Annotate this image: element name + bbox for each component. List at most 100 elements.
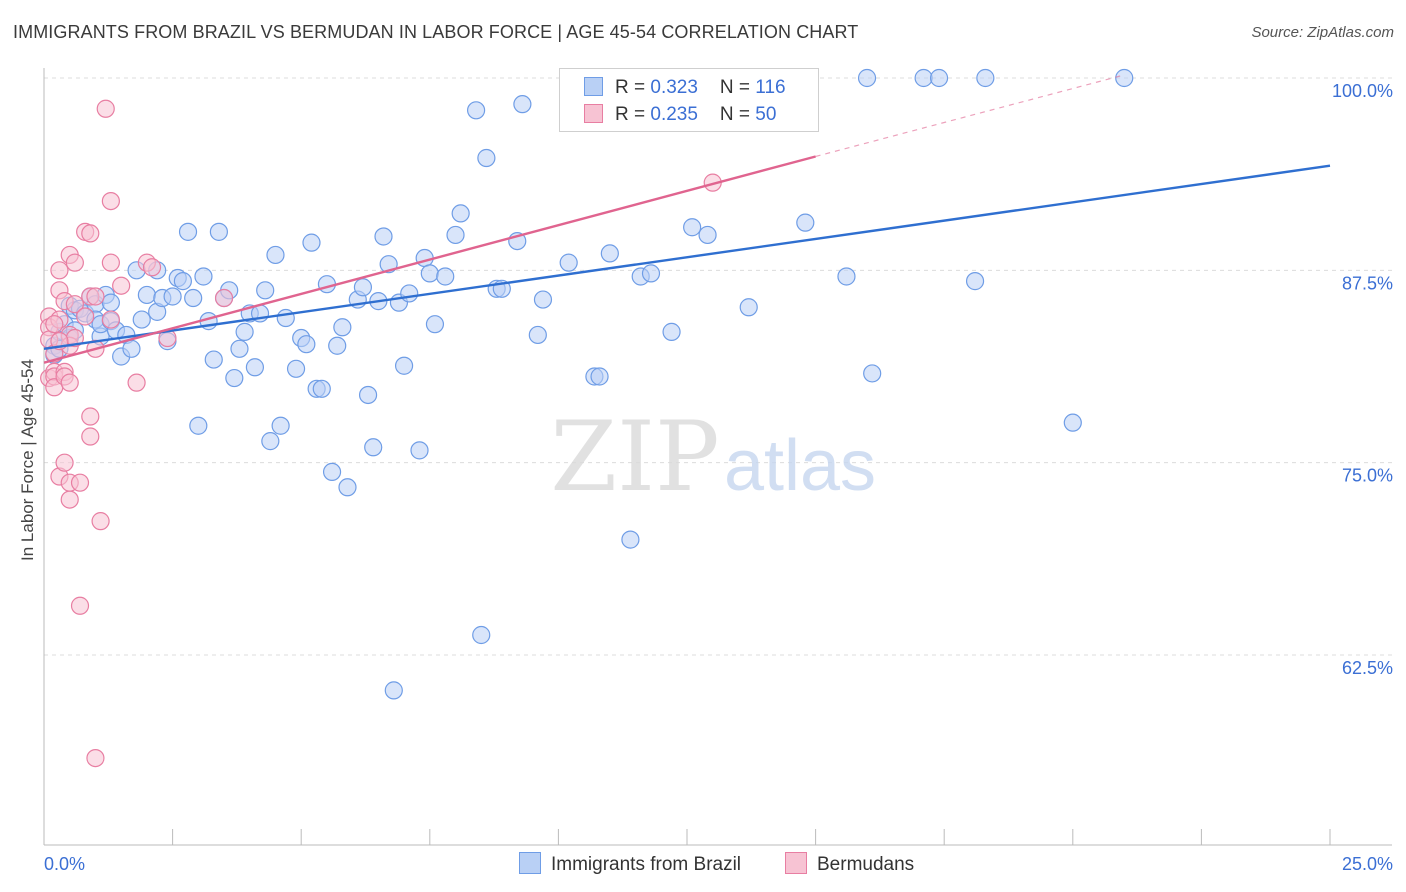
point-brazil <box>122 339 141 358</box>
point-brazil <box>245 358 265 377</box>
legend-item-brazil[interactable]: Immigrants from Brazil <box>519 852 741 876</box>
point-brazil <box>929 68 949 88</box>
point-bermudans <box>96 99 115 118</box>
point-brazil <box>353 278 373 297</box>
point-brazil <box>204 350 223 369</box>
trend-line-bermudans-extension <box>815 74 1125 158</box>
y-tick-label: 87.5% <box>1342 273 1393 293</box>
point-brazil <box>101 293 120 312</box>
legend-row-bermudans: R = 0.235 N = 50 <box>584 104 776 126</box>
y-tick-label: 75.0% <box>1342 466 1393 486</box>
point-brazil <box>425 315 445 334</box>
x-tick-label-min: 0.0% <box>44 854 85 874</box>
point-bermudans <box>214 288 234 308</box>
point-brazil <box>621 530 640 549</box>
y-tick-label: 62.5% <box>1342 658 1393 678</box>
legend-row-brazil: R = 0.323 N = 116 <box>584 77 786 99</box>
point-brazil <box>317 275 337 294</box>
point-bermudans <box>65 253 84 272</box>
point-brazil <box>178 222 198 241</box>
point-bermudans <box>50 261 69 280</box>
point-bermudans <box>112 276 131 295</box>
point-brazil <box>338 478 357 497</box>
point-bermudans <box>142 258 162 277</box>
point-brazil <box>184 288 203 308</box>
trend-line-bermudans <box>43 155 816 364</box>
point-brazil <box>436 267 455 286</box>
point-brazil <box>446 225 465 245</box>
trend-line-brazil <box>43 164 1331 350</box>
data-points <box>40 68 1134 768</box>
point-bermudans <box>86 287 105 306</box>
point-brazil <box>374 227 393 246</box>
point-brazil <box>276 308 295 328</box>
point-brazil <box>513 95 532 114</box>
r-value-bermudans: 0.235 <box>650 104 698 125</box>
point-brazil <box>533 290 553 309</box>
point-brazil <box>559 253 578 272</box>
point-brazil <box>837 267 856 286</box>
trend-lines <box>43 74 1331 364</box>
point-brazil <box>683 218 702 237</box>
point-brazil <box>451 204 470 223</box>
point-brazil <box>235 322 254 341</box>
correlation-legend: R = 0.323 N = 116 R = 0.235 N = 50 <box>559 68 819 132</box>
legend-swatch-bermudans-bottom <box>785 852 807 874</box>
point-bermudans <box>101 253 120 272</box>
point-brazil <box>189 416 208 435</box>
point-bermudans <box>60 490 79 509</box>
point-bermudans <box>81 224 100 243</box>
point-brazil <box>698 225 717 245</box>
point-brazil <box>230 339 249 358</box>
point-brazil <box>796 213 815 232</box>
point-brazil <box>590 367 609 386</box>
point-brazil <box>410 441 429 460</box>
point-brazil <box>256 281 275 300</box>
gridlines <box>44 77 1392 656</box>
point-brazil <box>415 248 434 268</box>
point-brazil <box>322 462 342 481</box>
watermark-atlas: atlas <box>724 426 876 506</box>
point-brazil <box>914 68 933 88</box>
point-bermudans <box>91 512 110 531</box>
point-brazil <box>328 336 347 355</box>
r-value-brazil: 0.323 <box>650 77 698 98</box>
point-bermudans <box>70 596 90 615</box>
point-bermudans <box>76 307 95 326</box>
axes <box>43 68 1392 846</box>
point-bermudans <box>86 748 105 768</box>
point-bermudans <box>127 373 146 392</box>
legend-swatch-brazil <box>584 77 603 96</box>
point-brazil <box>209 222 228 241</box>
point-bermudans <box>101 191 120 211</box>
point-brazil <box>132 310 151 329</box>
point-brazil <box>225 368 244 388</box>
point-bermudans <box>60 373 79 392</box>
point-brazil <box>194 267 213 286</box>
point-brazil <box>333 318 352 337</box>
n-value-brazil: 116 <box>755 77 786 98</box>
series-brazil-points <box>45 68 1134 700</box>
point-brazil <box>312 379 331 398</box>
point-brazil <box>965 272 985 291</box>
point-brazil <box>364 438 383 457</box>
point-brazil <box>1063 413 1082 432</box>
point-brazil <box>163 287 182 306</box>
point-brazil <box>420 264 439 283</box>
point-bermudans <box>101 310 120 329</box>
point-bermudans <box>81 407 100 426</box>
point-brazil <box>1115 68 1134 88</box>
watermark-zip: ZIP <box>550 401 719 513</box>
legend-swatch-brazil-bottom <box>519 852 541 874</box>
point-brazil <box>641 264 661 283</box>
point-brazil <box>466 101 486 120</box>
point-brazil <box>137 285 156 305</box>
point-brazil <box>662 322 681 341</box>
point-brazil <box>358 385 378 405</box>
point-bermudans <box>65 295 84 314</box>
point-bermudans <box>55 453 74 472</box>
point-brazil <box>394 356 414 375</box>
legend-item-bermudans[interactable]: Bermudans <box>785 852 914 876</box>
point-brazil <box>472 625 491 645</box>
point-brazil <box>477 148 496 168</box>
